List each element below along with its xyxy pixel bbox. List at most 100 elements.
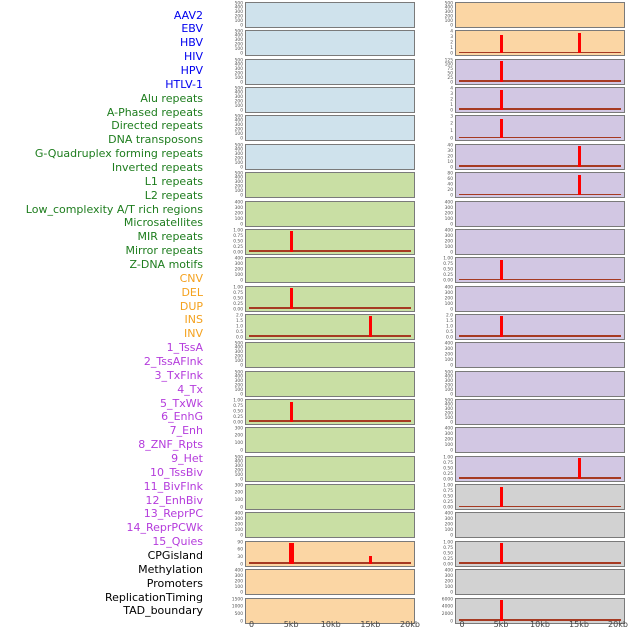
y-tick-label: 0.75 — [443, 459, 453, 465]
y-tick-label: 6000 — [441, 595, 453, 601]
y-tick-label: 200 — [234, 127, 243, 133]
track-plot-directed-repeats — [245, 228, 415, 255]
y-tick-label: 200 — [444, 521, 453, 527]
track-plot-aav2 — [245, 2, 415, 28]
site-marker-line — [499, 316, 503, 337]
row-label-hbv: HBV — [179, 36, 203, 50]
y-tick-label: 500 — [234, 28, 243, 34]
y-tick-label: 20 — [447, 153, 453, 159]
y-tick-label: 500 — [234, 610, 243, 616]
y-tick-label: 1.0 — [445, 323, 453, 329]
signal-baseline — [459, 51, 621, 54]
y-tick-label: 500 — [234, 142, 243, 148]
site-marker-line — [499, 259, 503, 281]
y-axis-ticks: 1500 1000 500 0 — [221, 596, 243, 623]
y-tick-label: 0 — [240, 561, 243, 567]
row-label-microsatellites: Microsatellites — [123, 216, 203, 230]
x-tick-label: 15kb — [360, 620, 381, 629]
site-marker-line — [499, 89, 503, 111]
y-axis-ticks: 1.00 0.75 0.50 0.25 0.00 — [431, 256, 453, 283]
y-tick-label: 500 — [234, 170, 243, 176]
y-tick-label: 300 — [234, 66, 243, 71]
row-label-14-reprpcwk: 14_ReprPCWk — [126, 521, 203, 535]
y-tick-label: 0.25 — [443, 272, 453, 278]
y-tick-label: 0 — [450, 447, 453, 453]
y-tick-label: 100 — [234, 46, 243, 52]
row-label-column: AAV2 EBV HBV HIV HPV HTLV-1 Alu repeats A-Phase… — [0, 0, 203, 630]
y-tick-label: 0.25 — [233, 300, 243, 306]
y-axis-ticks: 1.00 0.75 0.50 0.25 0.00 — [221, 398, 243, 425]
track-plot-alu-repeats — [245, 172, 415, 199]
signal-baseline — [459, 136, 621, 139]
site-marker-line — [289, 401, 293, 423]
y-tick-label: 0.75 — [443, 488, 453, 494]
track-plot-g-quadruplex-forming-repeats — [245, 285, 415, 312]
signal-baseline — [459, 335, 621, 337]
y-tick-label: 0 — [450, 164, 453, 170]
y-tick-label: 0.25 — [233, 414, 243, 420]
y-tick-label: 100 — [444, 386, 453, 392]
track-plot-3-txflnk — [455, 115, 625, 142]
y-tick-label: 25 — [447, 74, 453, 80]
y-tick-label: 0.00 — [443, 561, 453, 567]
y-axis-ticks: 500 400 300 200 100 0 — [221, 57, 243, 84]
y-tick-label: 0 — [240, 391, 243, 397]
track-plot-hpv — [245, 115, 415, 142]
y-axis-ticks: 400 300 200 100 0 — [431, 228, 453, 255]
x-tick-label: 0 — [248, 620, 255, 629]
y-tick-label: 0.0 — [235, 334, 243, 340]
y-tick-label: 80 — [447, 170, 453, 176]
y-tick-label: 0.00 — [443, 277, 453, 283]
y-tick-label: 500 — [234, 340, 243, 346]
y-tick-label: 400 — [234, 567, 243, 573]
y-tick-label: 300 — [234, 377, 243, 383]
y-tick-label: 0.25 — [443, 470, 453, 476]
track-plot-replicationtiming — [455, 569, 625, 596]
track-plot-methylation — [455, 512, 625, 539]
row-label-l2-repeats: L2 repeats — [144, 188, 203, 202]
y-tick-label: 200 — [444, 578, 453, 584]
signal-baseline — [459, 80, 621, 82]
row-label-8-znf-rpts: 8_ZNF_Rpts — [138, 438, 203, 452]
signal-baseline — [459, 477, 621, 479]
row-label-2-tssaflnk: 2_TssAFlnk — [143, 355, 203, 369]
y-tick-label: 100 — [234, 386, 243, 392]
y-tick-label: 100 — [234, 159, 243, 165]
y-axis-ticks: 1.00 0.75 0.50 0.25 0.00 — [431, 454, 453, 481]
signal-baseline — [249, 307, 411, 309]
track-plot-cpgisland — [455, 484, 625, 511]
site-marker-line — [577, 146, 581, 167]
y-tick-label: 200 — [234, 13, 243, 19]
y-axis-ticks: 90 60 30 0 — [221, 540, 243, 567]
y-tick-label: 1.0 — [235, 323, 243, 329]
y-tick-label: 100 — [234, 527, 243, 533]
y-tick-label: 100 — [234, 358, 243, 364]
y-tick-label: 100 — [234, 215, 243, 221]
y-tick-label: 100 — [234, 471, 243, 477]
y-axis-ticks: 500 400 300 200 100 0 — [221, 28, 243, 56]
y-axis-ticks: 125 100 75 50 25 0 — [431, 57, 453, 84]
row-label-inv: INV — [184, 327, 203, 341]
track-plot-low-complexity-a-t-rich-regions — [245, 399, 415, 426]
y-tick-label: 0.50 — [443, 266, 453, 272]
y-tick-label: 0 — [240, 221, 243, 227]
y-tick-label: 400 — [234, 345, 243, 351]
y-tick-label: 100 — [234, 497, 243, 503]
y-tick-label: 125 — [444, 57, 453, 63]
row-label-low-complexity-a-t-rich-regions: Low_complexity A/T rich regions — [25, 202, 203, 216]
row-label-z-dna-motifs: Z-DNA motifs — [129, 258, 203, 272]
row-label-ins: INS — [184, 313, 203, 327]
y-tick-label: 200 — [234, 354, 243, 359]
y-tick-label: 400 — [234, 255, 243, 261]
y-tick-label: 0.00 — [233, 306, 243, 312]
y-tick-label: 3 — [450, 34, 453, 40]
track-plot-hbv — [245, 58, 415, 85]
track-plot-15-quies — [455, 455, 625, 482]
y-tick-label: 0 — [240, 50, 243, 56]
y-tick-label: 4 — [450, 28, 453, 34]
y-tick-label: 300 — [444, 346, 453, 352]
y-tick-label: 0 — [450, 136, 453, 141]
y-tick-label: 30 — [447, 147, 453, 153]
y-tick-label: 400 — [444, 340, 453, 346]
